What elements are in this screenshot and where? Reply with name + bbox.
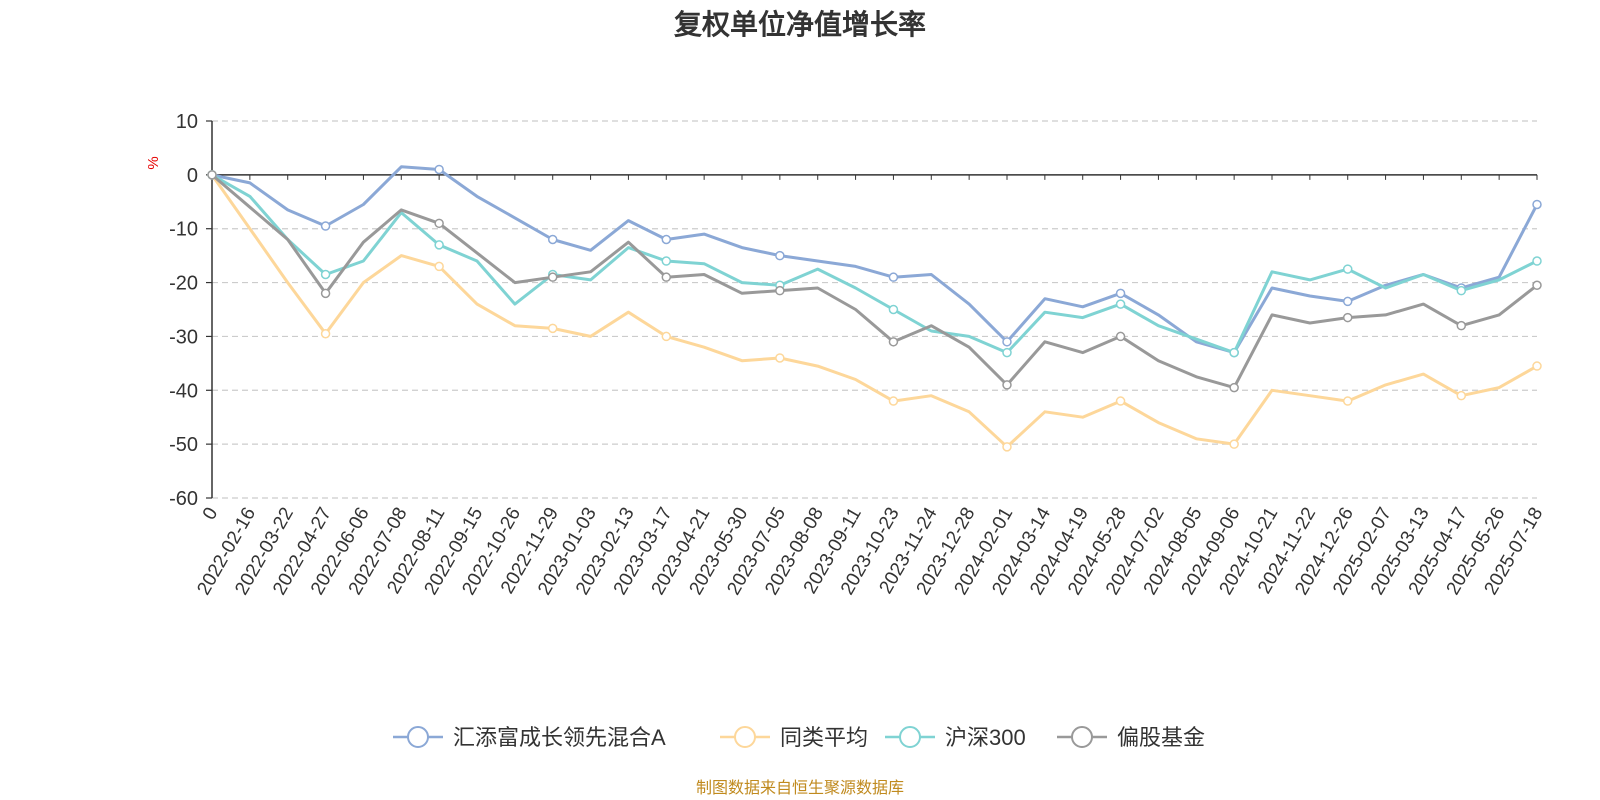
y-tick-label: -10 [169, 219, 198, 241]
data-point [1456, 390, 1467, 401]
y-tick-labels: 10 0 -10 -20 -30 -40 -50 -60 [169, 111, 198, 510]
data-point [434, 218, 444, 229]
data-point [888, 337, 899, 347]
data-point [320, 221, 331, 231]
data-source-note: 制图数据来自恒生聚源数据库 [696, 779, 904, 797]
legend[interactable]: 汇添富成长领先混合A 同类平均 沪深300 偏股基金 [393, 725, 1205, 750]
y-tick-label: -30 [169, 326, 198, 348]
series-1 [207, 164, 1542, 358]
data-point [1115, 288, 1126, 299]
series-line [211, 173, 1538, 355]
data-point [661, 234, 672, 245]
data-point [888, 272, 899, 282]
series-lines [207, 164, 1542, 452]
legend-label: 偏股基金 [1117, 725, 1205, 750]
y-tick-label: -20 [169, 273, 198, 295]
x-tick-label: 0 [199, 504, 222, 524]
data-point [1532, 199, 1542, 210]
data-point [1002, 442, 1012, 452]
legend-label: 汇添富成长领先混合A [453, 725, 666, 750]
data-point [434, 261, 444, 272]
y-tick-label: -50 [169, 434, 198, 456]
data-point [1229, 382, 1239, 393]
legend-item-1[interactable]: 汇添富成长领先混合A [393, 725, 666, 750]
legend-item-4[interactable]: 偏股基金 [1057, 725, 1205, 750]
series-3 [207, 170, 1542, 358]
data-point [547, 234, 558, 245]
legend-label: 同类平均 [780, 725, 868, 750]
data-point [434, 240, 444, 250]
data-point [661, 256, 672, 266]
data-point [888, 396, 899, 406]
y-tick-label: -40 [169, 380, 198, 402]
series-4 [207, 170, 1542, 393]
data-point [775, 353, 785, 363]
data-point [434, 164, 444, 175]
chart-title: 复权单位净值增长率 [674, 8, 926, 40]
data-point [320, 288, 331, 299]
grid-lines [212, 120, 1537, 499]
data-point [1229, 347, 1239, 358]
data-point [320, 269, 331, 280]
data-point [1342, 396, 1353, 406]
data-point [1532, 256, 1542, 266]
data-point [320, 328, 331, 339]
data-point [1532, 361, 1542, 371]
legend-marker [734, 726, 756, 748]
data-point [1532, 280, 1542, 291]
x-tick-labels: 02022-02-162022-03-222022-04-272022-06-0… [193, 504, 1547, 599]
legend-item-3[interactable]: 沪深300 [885, 725, 1026, 750]
data-point [1115, 299, 1126, 309]
y-tick-label: 10 [176, 111, 198, 133]
data-point [661, 272, 672, 282]
data-point [1456, 320, 1467, 331]
data-point [1115, 331, 1126, 342]
series-line [211, 165, 1539, 355]
legend-marker [1071, 726, 1093, 748]
legend-item-2[interactable]: 同类平均 [720, 725, 868, 750]
data-point [1342, 312, 1353, 323]
data-point [1002, 380, 1012, 390]
y-axis-unit: % [145, 156, 162, 169]
data-point [775, 285, 785, 296]
series-line [210, 174, 1538, 449]
data-point [1229, 439, 1239, 449]
legend-marker [899, 726, 921, 748]
y-tick-label: -60 [169, 488, 198, 510]
data-point [1002, 347, 1012, 358]
axes [206, 120, 1538, 499]
data-point [547, 272, 558, 282]
data-point [1002, 337, 1012, 347]
data-point [207, 170, 217, 180]
series-line [211, 173, 1538, 390]
data-point [1342, 264, 1353, 274]
data-point [1115, 396, 1126, 406]
data-point [1456, 285, 1467, 296]
data-point [661, 331, 672, 342]
data-point [775, 250, 785, 261]
legend-label: 沪深300 [945, 725, 1026, 750]
y-tick-label: 0 [187, 165, 198, 187]
data-point [1342, 296, 1353, 307]
legend-marker [407, 726, 429, 748]
data-point [547, 323, 558, 334]
data-point [888, 304, 899, 315]
